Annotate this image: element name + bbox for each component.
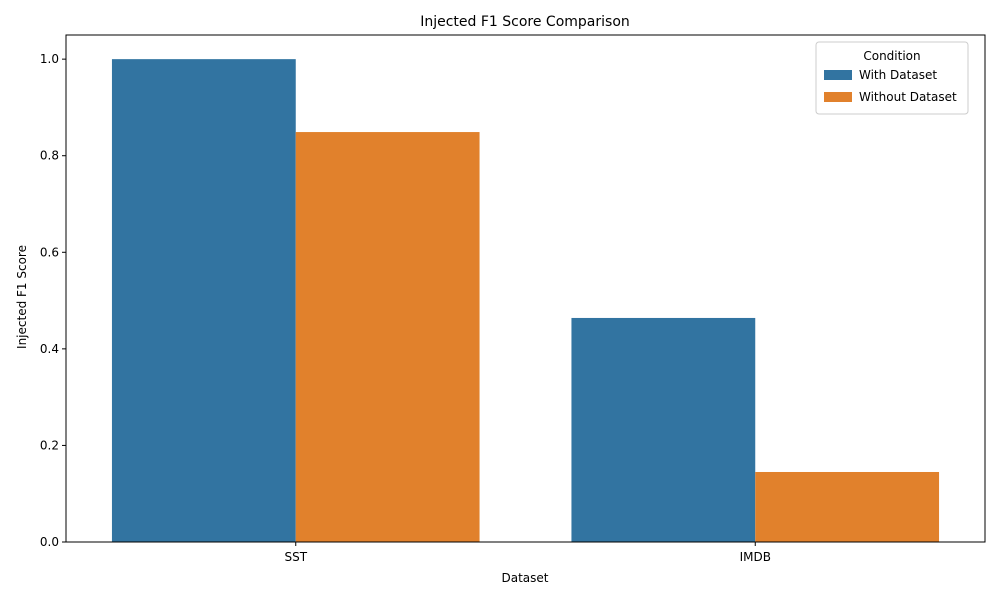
bar-imdb-with-dataset <box>571 317 756 542</box>
chart-title: Injected F1 Score Comparison <box>420 14 630 30</box>
legend-title: Condition <box>863 49 920 63</box>
bar-sst-with-dataset <box>111 59 296 543</box>
legend-swatch-without-dataset <box>824 92 852 102</box>
y-tick-label: 1.0 <box>40 52 59 66</box>
bar-sst-without-dataset <box>295 132 480 542</box>
x-tick-label-imdb: IMDB <box>740 550 771 564</box>
y-tick-label: 0.8 <box>40 149 59 163</box>
y-axis-label: Injected F1 Score <box>15 245 29 349</box>
y-tick-label: 0.4 <box>40 342 59 356</box>
legend-label-with-dataset: With Dataset <box>859 68 937 82</box>
x-tick-label-sst: SST <box>284 550 307 564</box>
y-tick-label: 0.2 <box>40 438 59 452</box>
legend: Condition With Dataset Without Dataset <box>815 41 969 115</box>
y-tick-label: 0.0 <box>40 535 59 549</box>
bar-imdb-without-dataset <box>755 471 940 542</box>
legend-box <box>815 41 969 115</box>
legend-label-without-dataset: Without Dataset <box>859 90 957 104</box>
plot-frame <box>65 34 986 543</box>
y-tick-label: 0.6 <box>40 245 59 259</box>
bars-layer <box>111 59 940 543</box>
legend-swatch-with-dataset <box>824 70 852 80</box>
axes-layer: 0.0 0.2 0.4 0.6 0.8 1.0 SST IMDB <box>40 34 986 564</box>
x-axis-label: Dataset <box>502 571 549 585</box>
